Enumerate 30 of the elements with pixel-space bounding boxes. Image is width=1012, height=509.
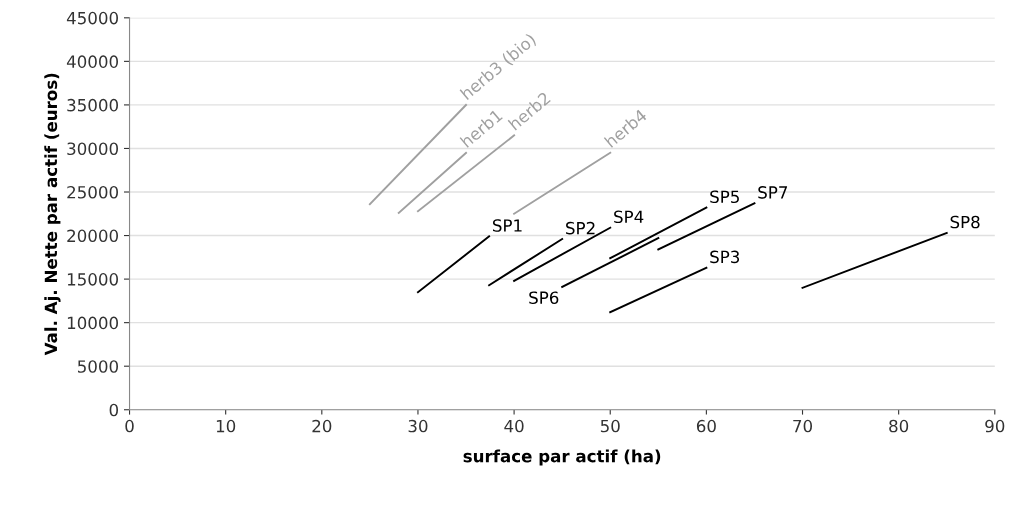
y-tick-label: 10000	[67, 316, 119, 330]
annotation: SP3	[710, 250, 740, 264]
annotation: SP7	[758, 186, 788, 199]
y-tick-label: 15000	[67, 273, 119, 286]
y-tick-label: 0	[109, 403, 119, 417]
annotation: SP6	[529, 291, 559, 305]
x-tick-label: 70	[793, 419, 813, 433]
x-tick-label: 50	[600, 419, 620, 433]
x-axis-title: surface par actif (ha)	[463, 449, 661, 466]
y-tick-label: 30000	[67, 142, 119, 156]
x-tick-label: 90	[985, 419, 1005, 433]
x-tick-label: 0	[125, 419, 134, 433]
y-tick-label: 5000	[77, 360, 119, 373]
x-tick-label: 10	[216, 419, 236, 433]
annotation: SP5	[710, 190, 739, 204]
y-axis-title: Val. Aj. Nette par actif (euros)	[44, 73, 61, 356]
annotation: SP1	[492, 219, 522, 232]
annotation: SP8	[950, 215, 980, 229]
y-tick-label: 20000	[67, 229, 119, 243]
x-tick-label: 20	[312, 419, 332, 433]
y-tick-label: 35000	[67, 98, 119, 112]
x-tick-label: 60	[696, 419, 716, 433]
annotation: SP2	[566, 221, 595, 235]
x-tick-label: 80	[889, 419, 909, 433]
x-tick-label: 30	[408, 419, 428, 433]
y-tick-label: 45000	[66, 11, 119, 25]
annotation: SP4	[614, 210, 644, 224]
y-tick-label: 40000	[66, 55, 119, 68]
y-tick-label: 25000	[67, 185, 119, 199]
x-tick-label: 40	[504, 419, 524, 433]
